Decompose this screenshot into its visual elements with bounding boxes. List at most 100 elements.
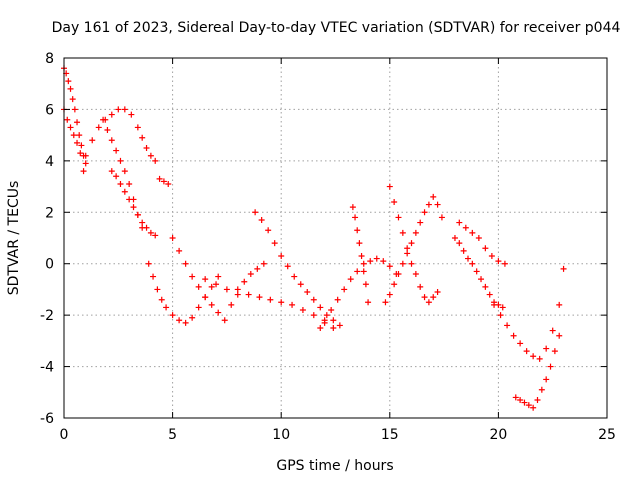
data-point xyxy=(538,386,545,393)
x-tick-label: 25 xyxy=(598,427,616,443)
x-tick-label: 5 xyxy=(168,427,177,443)
series-pass-k xyxy=(317,255,400,331)
data-point xyxy=(395,271,402,277)
data-point xyxy=(195,283,202,290)
data-point xyxy=(491,301,498,308)
data-point xyxy=(208,301,215,308)
data-point xyxy=(521,399,528,406)
y-tick-label: -2 xyxy=(40,308,54,324)
data-point xyxy=(221,317,228,324)
data-point xyxy=(497,312,504,319)
data-point xyxy=(121,106,128,113)
data-point xyxy=(408,240,415,247)
y-axis-label: SDTVAR / TECUs xyxy=(6,181,22,296)
data-point xyxy=(169,235,176,241)
data-point xyxy=(202,294,209,301)
data-point xyxy=(517,340,524,347)
data-point xyxy=(115,106,122,113)
data-point xyxy=(169,312,176,319)
series-pass-j xyxy=(252,209,343,329)
data-point xyxy=(139,134,146,141)
series-pass-e xyxy=(108,168,159,239)
data-point xyxy=(126,181,133,187)
data-point xyxy=(386,263,393,270)
data-point xyxy=(284,263,291,270)
data-point xyxy=(317,325,324,331)
data-point xyxy=(362,281,369,288)
data-point xyxy=(64,116,71,123)
data-point xyxy=(145,260,152,267)
data-point xyxy=(317,304,324,311)
data-point xyxy=(80,168,87,175)
data-point xyxy=(182,260,189,267)
data-point xyxy=(108,137,115,144)
data-point xyxy=(202,276,209,283)
data-point xyxy=(391,281,398,288)
data-point xyxy=(310,312,317,319)
data-point xyxy=(512,394,519,401)
y-tick-label: 8 xyxy=(45,51,54,67)
data-point xyxy=(336,322,343,329)
data-point xyxy=(360,268,367,275)
data-point xyxy=(143,224,150,231)
series-pass-p xyxy=(456,219,508,267)
data-point xyxy=(126,196,133,203)
data-point xyxy=(108,168,115,175)
data-point xyxy=(176,247,183,254)
data-point xyxy=(547,363,554,370)
data-point xyxy=(438,214,445,221)
series-pass-r xyxy=(512,332,563,411)
y-tick-label: -6 xyxy=(40,411,54,427)
data-point xyxy=(152,232,159,239)
data-point xyxy=(386,291,393,298)
data-point xyxy=(328,307,335,313)
data-point xyxy=(501,260,508,267)
data-point xyxy=(323,312,330,319)
data-point xyxy=(154,286,161,293)
x-tick-label: 20 xyxy=(489,427,507,443)
data-point xyxy=(297,281,304,288)
data-point xyxy=(525,402,532,409)
data-point xyxy=(228,301,235,308)
data-point xyxy=(65,78,72,85)
data-point xyxy=(430,294,437,301)
data-point xyxy=(523,348,530,355)
x-axis-label: GPS time / hours xyxy=(276,458,393,474)
data-point xyxy=(223,286,230,293)
data-point xyxy=(74,119,81,126)
data-point xyxy=(150,273,157,280)
data-point xyxy=(478,276,485,283)
data-point xyxy=(456,240,463,247)
data-point xyxy=(404,250,411,257)
data-point xyxy=(382,299,389,306)
data-point xyxy=(495,258,502,265)
series-pass-h xyxy=(169,235,267,324)
data-point xyxy=(117,157,124,164)
data-point xyxy=(130,204,137,211)
data-point xyxy=(134,211,141,218)
data-point xyxy=(399,260,406,267)
data-point xyxy=(510,332,517,339)
data-point xyxy=(278,253,285,259)
data-point xyxy=(121,168,128,175)
data-point xyxy=(78,142,85,149)
data-point xyxy=(147,152,154,159)
series-pass-i xyxy=(202,276,337,331)
y-tick-label: 4 xyxy=(45,154,54,170)
data-point xyxy=(234,291,241,298)
data-point xyxy=(451,235,458,241)
data-point xyxy=(77,150,84,157)
data-point xyxy=(358,253,365,259)
data-point xyxy=(158,296,165,303)
data-point xyxy=(113,147,120,154)
series-pass-b xyxy=(61,106,87,175)
data-point xyxy=(291,273,298,280)
data-point xyxy=(252,209,259,216)
data-point xyxy=(278,299,285,306)
data-point xyxy=(152,157,159,164)
data-point xyxy=(421,294,428,301)
chart-title: Day 161 of 2023, Sidereal Day-to-day VTE… xyxy=(52,20,621,36)
data-point xyxy=(215,273,222,280)
data-point xyxy=(417,219,424,226)
